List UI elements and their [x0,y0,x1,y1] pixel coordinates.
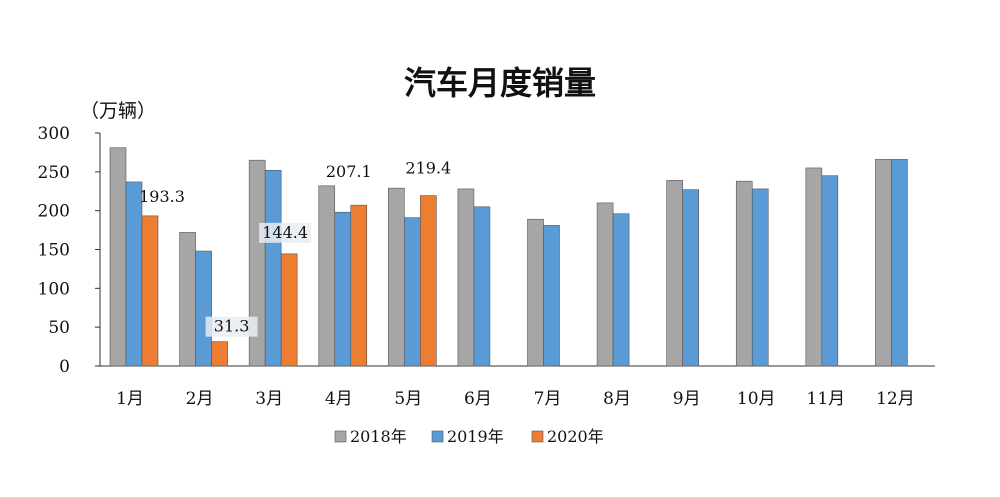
bar-2018年-1月 [109,147,127,367]
x-category-label: 11月 [807,389,846,409]
y-tick-label: 300 [38,124,70,144]
bar-2019年-10月 [751,188,769,367]
legend-label-2019年: 2019年 [447,427,504,446]
data-label-144.4: 144.4 [262,223,308,242]
data-label-background [259,222,312,243]
bar-2018年-2月 [179,232,196,367]
bar-2019年-1月 [125,181,143,367]
bar-2020年-5月 [420,195,437,367]
legend-label-2020年: 2020年 [547,427,604,446]
y-tick-label: 250 [38,163,70,183]
y-tick-label: 50 [48,318,70,338]
bar-2019年-8月 [612,213,630,367]
data-label-193.3: 193.3 [139,187,185,206]
bar-2018年-10月 [735,180,753,367]
x-category-label: 4月 [325,389,353,409]
bar-2019年-9月 [682,189,699,367]
y-tick-label: 0 [59,357,70,377]
bar-2020年-2月 [211,341,228,367]
bar-2018年-5月 [388,187,405,367]
bar-2018年-6月 [457,188,475,367]
x-category-label: 3月 [255,389,283,409]
bar-2019年-12月 [891,159,908,367]
bar-2020年-1月 [141,215,159,367]
x-category-label: 7月 [534,389,562,409]
y-tick-label: 200 [38,202,70,222]
data-label-219.4: 219.4 [405,159,451,178]
bar-2020年-4月 [350,204,368,367]
bar-2018年-8月 [596,202,614,367]
legend-swatch-2018年 [334,430,347,443]
x-category-label: 12月 [876,389,915,409]
bar-2018年-9月 [666,180,683,367]
bar-2018年-4月 [318,185,336,367]
x-category-label: 9月 [673,389,701,409]
bar-2019年-7月 [543,225,560,367]
bar-2019年-4月 [334,211,352,367]
legend-label-2018年: 2018年 [350,427,407,446]
x-category-label: 8月 [603,389,631,409]
bar-2019年-3月 [264,169,282,367]
x-category-label: 2月 [186,389,214,409]
bar-2020年-3月 [280,253,298,367]
x-category-label: 6月 [464,389,492,409]
bar-2019年-6月 [473,206,491,367]
x-category-label: 10月 [737,389,776,409]
x-category-label: 5月 [394,389,422,409]
data-label-207.1: 207.1 [326,162,372,181]
y-axis-unit-label: （万辆） [80,100,157,122]
bar-2019年-2月 [195,250,212,367]
x-category-label: 1月 [116,389,144,409]
y-tick-label: 150 [38,241,70,261]
bar-2018年-7月 [527,218,544,367]
legend-swatch-2020年 [531,430,544,443]
data-label-background [205,316,258,337]
y-tick-label: 100 [38,279,70,299]
data-label-31.3: 31.3 [214,317,250,336]
bar-2018年-11月 [805,167,823,367]
chart-title: 汽车月度销量 [403,64,596,102]
bar-2018年-12月 [875,159,892,367]
bar-2019年-5月 [404,217,421,367]
legend-swatch-2019年 [431,430,444,443]
bar-2019年-11月 [821,175,839,367]
